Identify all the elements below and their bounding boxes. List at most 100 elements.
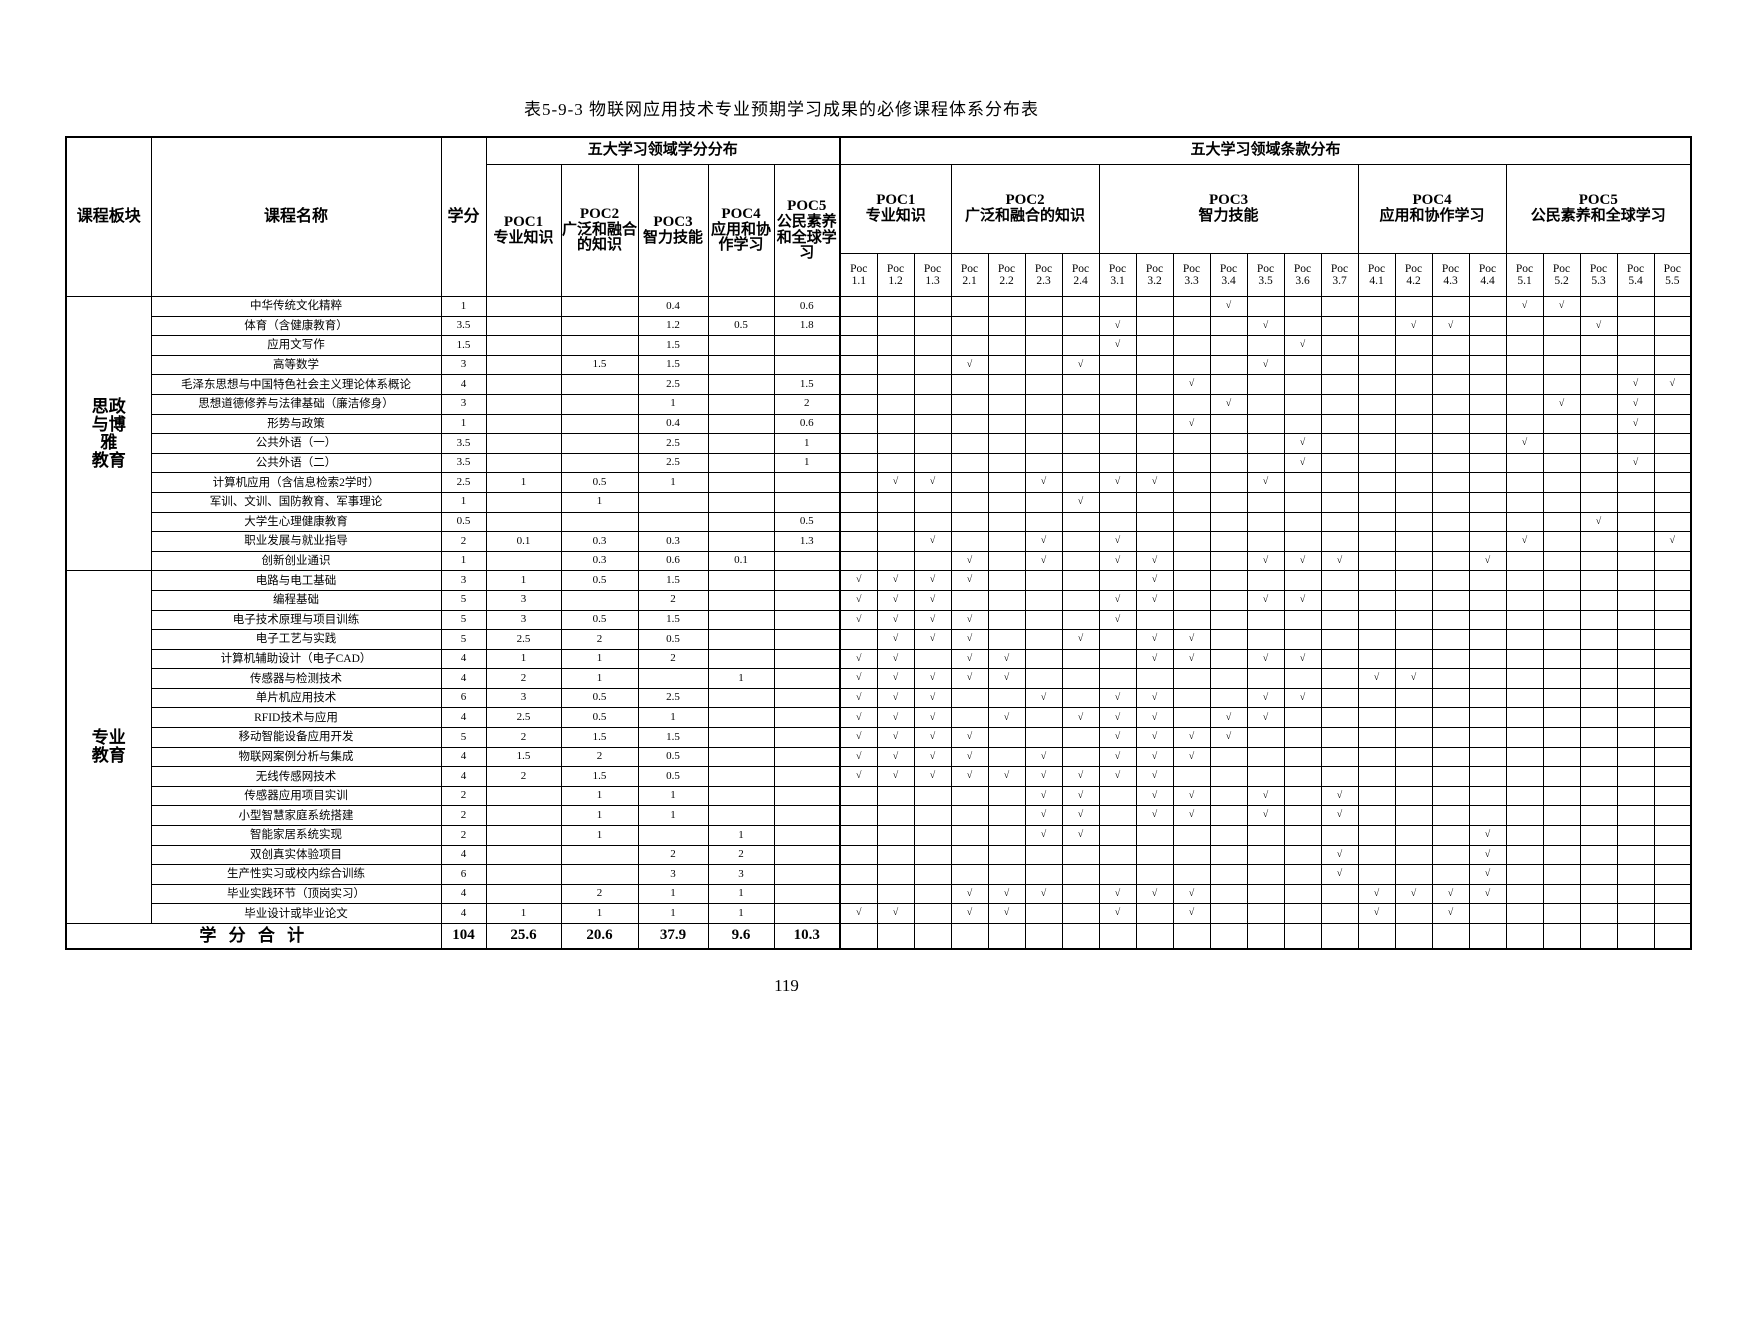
check-mark-cell: √: [1616, 452, 1655, 474]
check-empty-cell: [987, 629, 1026, 650]
check-empty-cell: [1653, 707, 1692, 729]
check-empty-cell: [1209, 550, 1248, 572]
check-mark-cell: √: [950, 648, 989, 670]
course-credit-cell: 3: [440, 570, 487, 591]
poc-credit-cell-5: [773, 668, 841, 689]
check-empty-cell: [1579, 668, 1618, 689]
poc-credit-cell-1: [485, 296, 562, 317]
course-name-cell: 大学生心理健康教育: [150, 511, 442, 533]
check-mark-cell: √: [1431, 883, 1470, 905]
check-empty-cell: [1394, 335, 1433, 356]
poc-credit-cell-3: 1: [637, 903, 709, 924]
check-empty-cell: [1653, 472, 1692, 493]
check-empty-cell: [1246, 903, 1285, 924]
check-empty-cell: [1172, 491, 1211, 513]
header-course-block: 课程板块: [65, 136, 152, 297]
check-empty-cell: [1616, 550, 1655, 572]
totals-empty-cell: [1246, 923, 1285, 950]
check-empty-cell: [1542, 668, 1581, 689]
check-empty-cell: [876, 374, 915, 395]
check-mark-cell: √: [1098, 609, 1137, 631]
check-empty-cell: [1653, 766, 1692, 787]
check-empty-cell: [1209, 883, 1248, 905]
totals-empty-cell: [1098, 923, 1137, 950]
check-empty-cell: [913, 296, 952, 317]
check-empty-cell: [1394, 550, 1433, 572]
check-empty-cell: [1246, 629, 1285, 650]
check-empty-cell: [1431, 531, 1470, 552]
poc-credit-cell-4: [707, 296, 775, 317]
check-mark-cell: √: [913, 570, 952, 591]
poc-credit-cell-4: [707, 413, 775, 435]
poc-credit-cell-2: 2: [560, 746, 639, 768]
check-empty-cell: [1394, 903, 1433, 924]
poc-credit-cell-3: 0.4: [637, 296, 709, 317]
check-empty-cell: [1394, 570, 1433, 591]
course-row: 无线传感网技术 4 2 1.5 0.5 √ √ √ √ √ √ √ √ √: [66, 766, 1692, 787]
check-mark-cell: √: [1283, 433, 1322, 454]
check-empty-cell: [1653, 413, 1692, 435]
check-empty-cell: [1505, 903, 1544, 924]
check-empty-cell: [1616, 335, 1655, 356]
check-empty-cell: [1209, 374, 1248, 395]
course-credit-cell: 0.5: [440, 511, 487, 533]
check-empty-cell: [1320, 531, 1359, 552]
header-subcol-4.2: Poc 4.2: [1394, 253, 1433, 297]
check-mark-cell: √: [1061, 491, 1100, 513]
header-subcol-5.1: Poc 5.1: [1505, 253, 1544, 297]
check-empty-cell: [1320, 609, 1359, 631]
check-mark-cell: √: [1209, 296, 1248, 317]
check-empty-cell: [1616, 315, 1655, 337]
check-empty-cell: [1579, 491, 1618, 513]
check-mark-cell: √: [876, 609, 915, 631]
check-empty-cell: [1616, 354, 1655, 376]
poc-credit-cell-2: 0.5: [560, 609, 639, 631]
course-row: 专业 教育 电路与电工基础 3 1 0.5 1.5 √ √ √ √ √: [65, 570, 1692, 924]
poc-credit-cell-5: 1: [773, 452, 841, 474]
check-mark-cell: √: [913, 472, 952, 493]
check-empty-cell: [1616, 472, 1655, 493]
check-empty-cell: [1579, 374, 1618, 395]
check-empty-cell: [1394, 785, 1433, 807]
poc-credit-cell-2: [560, 589, 639, 611]
poc-credit-cell-3: 1: [637, 472, 709, 493]
poc-credit-cell-3: 0.4: [637, 413, 709, 435]
poc-credit-cell-3: 1.5: [637, 335, 709, 356]
check-empty-cell: [1468, 570, 1507, 591]
check-empty-cell: [1431, 727, 1470, 748]
check-empty-cell: [913, 825, 952, 846]
check-empty-cell: [1320, 296, 1359, 317]
check-empty-cell: [1283, 374, 1322, 395]
page-number: 119: [774, 976, 799, 995]
check-empty-cell: [1394, 766, 1433, 787]
check-empty-cell: [1320, 589, 1359, 611]
header-subcol-5.5: Poc 5.5: [1653, 253, 1692, 297]
check-empty-cell: [1653, 491, 1692, 513]
check-empty-cell: [1468, 668, 1507, 689]
poc-credit-cell-2: [560, 864, 639, 885]
check-empty-cell: [1357, 491, 1396, 513]
course-credit-cell: 3: [440, 393, 487, 415]
check-empty-cell: [839, 864, 878, 885]
check-empty-cell: [1320, 452, 1359, 474]
header-subcol-3.2: Poc 3.2: [1135, 253, 1174, 297]
check-mark-cell: √: [1172, 648, 1211, 670]
check-mark-cell: √: [1135, 589, 1174, 611]
check-empty-cell: [950, 687, 989, 709]
course-credit-cell: 4: [440, 707, 487, 729]
poc-credit-cell-4: [707, 354, 775, 376]
poc-credit-cell-3: [637, 668, 709, 689]
check-empty-cell: [1209, 531, 1248, 552]
check-empty-cell: [1431, 844, 1470, 866]
check-empty-cell: [1246, 393, 1285, 415]
check-mark-cell: √: [950, 727, 989, 748]
poc-credit-cell-5: 0.6: [773, 413, 841, 435]
poc-credit-cell-3: 2.5: [637, 452, 709, 474]
check-empty-cell: [1653, 511, 1692, 533]
poc-credit-cell-3: 0.5: [637, 766, 709, 787]
poc-credit-cell-3: 1: [637, 707, 709, 729]
check-empty-cell: [876, 433, 915, 454]
check-empty-cell: [1542, 550, 1581, 572]
totals-empty-cell: [913, 923, 952, 950]
poc-credit-cell-1: 3: [485, 609, 562, 631]
